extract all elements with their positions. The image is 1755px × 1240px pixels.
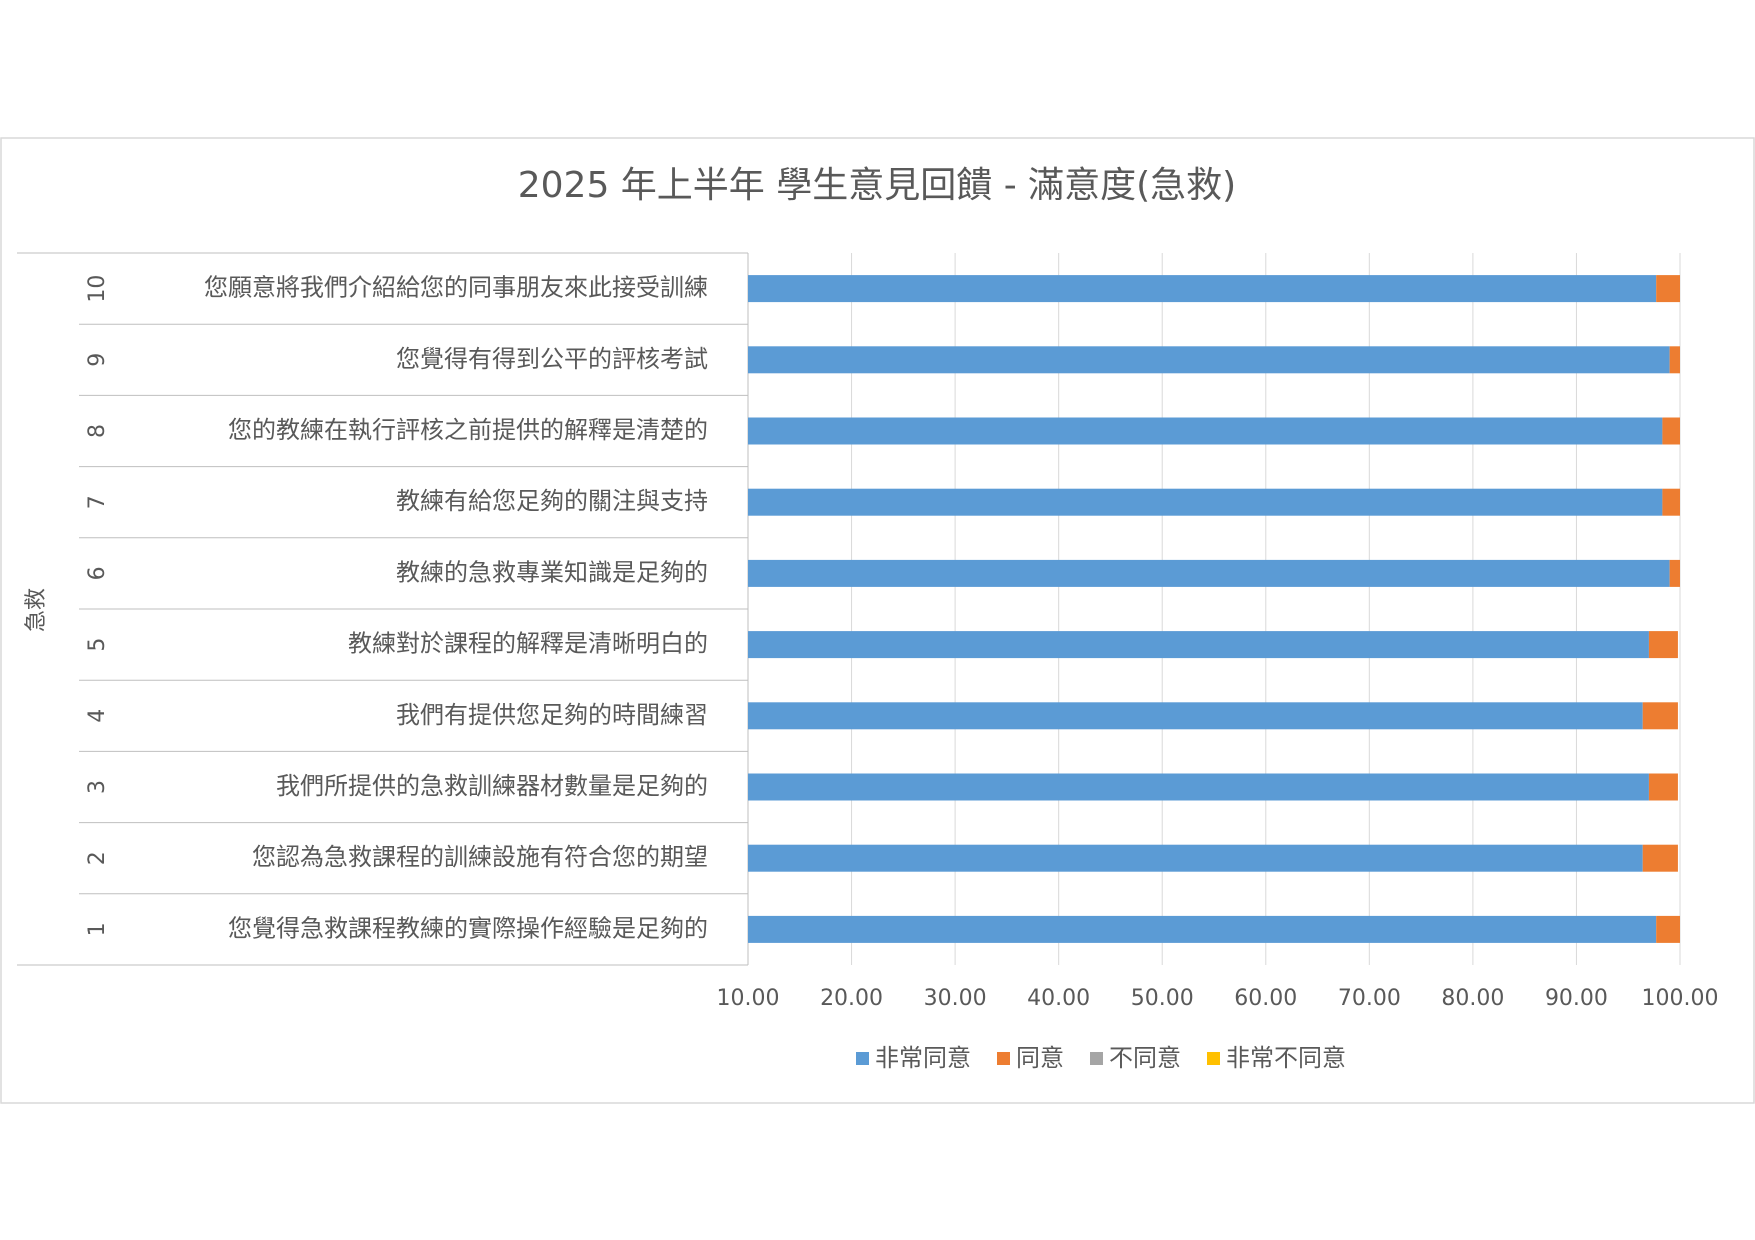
- category-label: 教練對於課程的解釋是清晰明白的: [348, 630, 708, 658]
- bar-segment: [748, 702, 1643, 730]
- legend-swatch: [997, 1052, 1010, 1065]
- category-number: 8: [85, 424, 110, 438]
- bar-segment: [1648, 773, 1678, 801]
- category-label: 教練有給您足夠的關注與支持: [396, 487, 708, 515]
- category-label: 您願意將我們介紹給您的同事朋友來此接受訓練: [204, 274, 708, 302]
- category-number: 2: [85, 851, 110, 865]
- category-label: 我們所提供的急救訓練器材數量是足夠的: [276, 772, 708, 800]
- category-number: 7: [85, 495, 110, 509]
- bar-segment: [748, 417, 1663, 445]
- legend-label: 非常同意: [875, 1044, 971, 1072]
- x-tick-label: 30.00: [924, 986, 987, 1011]
- bar-segment: [1662, 488, 1680, 516]
- bar-segment: [1662, 417, 1680, 445]
- category-number: 10: [85, 275, 110, 303]
- x-tick-label: 80.00: [1441, 986, 1504, 1011]
- category-label: 教練的急救專業知識是足夠的: [396, 558, 708, 586]
- bar-segment: [1642, 844, 1678, 872]
- category-number: 4: [85, 709, 110, 723]
- x-tick-label: 10.00: [717, 986, 780, 1011]
- bars: [748, 275, 1680, 943]
- category-number: 9: [85, 353, 110, 367]
- bar-segment: [1656, 915, 1680, 943]
- bar-segment: [1648, 631, 1678, 659]
- bar-segment: [748, 559, 1670, 587]
- category-label: 您覺得急救課程教練的實際操作經驗是足夠的: [228, 914, 708, 942]
- legend-label: 非常不同意: [1226, 1044, 1346, 1072]
- bar-segment: [1656, 275, 1680, 303]
- category-label: 您覺得有得到公平的評核考試: [396, 345, 708, 373]
- chart-title: 2025 年上半年 學生意見回饋 - 滿意度(急救): [518, 165, 1236, 206]
- bar-segment: [1642, 702, 1678, 730]
- legend: 非常同意 同意 不同意 非常不同意: [856, 1044, 1346, 1072]
- bar-segment: [748, 844, 1643, 872]
- bar-segment: [748, 631, 1649, 659]
- x-tick-label: 70.00: [1338, 986, 1401, 1011]
- category-label: 您認為急救課程的訓練設施有符合您的期望: [252, 843, 708, 871]
- legend-label: 不同意: [1109, 1044, 1181, 1072]
- category-label: 我們有提供您足夠的時間練習: [396, 701, 708, 729]
- bar-segment: [748, 915, 1657, 943]
- x-tick-label: 90.00: [1545, 986, 1608, 1011]
- bar-segment: [748, 275, 1657, 303]
- group-label: 急救: [24, 588, 49, 632]
- x-tick-label: 50.00: [1131, 986, 1194, 1011]
- legend-swatch: [1207, 1052, 1220, 1065]
- x-tick-label: 40.00: [1027, 986, 1090, 1011]
- category-number: 3: [85, 780, 110, 794]
- bar-segment: [1669, 346, 1680, 374]
- x-tick-label: 20.00: [820, 986, 883, 1011]
- category-number: 1: [85, 922, 110, 936]
- bar-segment: [748, 346, 1670, 374]
- legend-label: 同意: [1016, 1044, 1064, 1072]
- bar-segment: [748, 773, 1649, 801]
- bar-segment: [1669, 559, 1680, 587]
- x-tick-label: 60.00: [1234, 986, 1297, 1011]
- legend-swatch: [1090, 1052, 1103, 1065]
- x-tick-label: 100.00: [1642, 986, 1719, 1011]
- bar-segment: [748, 488, 1663, 516]
- category-number: 6: [85, 566, 110, 580]
- category-number: 5: [85, 638, 110, 652]
- category-label: 您的教練在執行評核之前提供的解釋是清楚的: [228, 416, 708, 444]
- legend-swatch: [856, 1052, 869, 1065]
